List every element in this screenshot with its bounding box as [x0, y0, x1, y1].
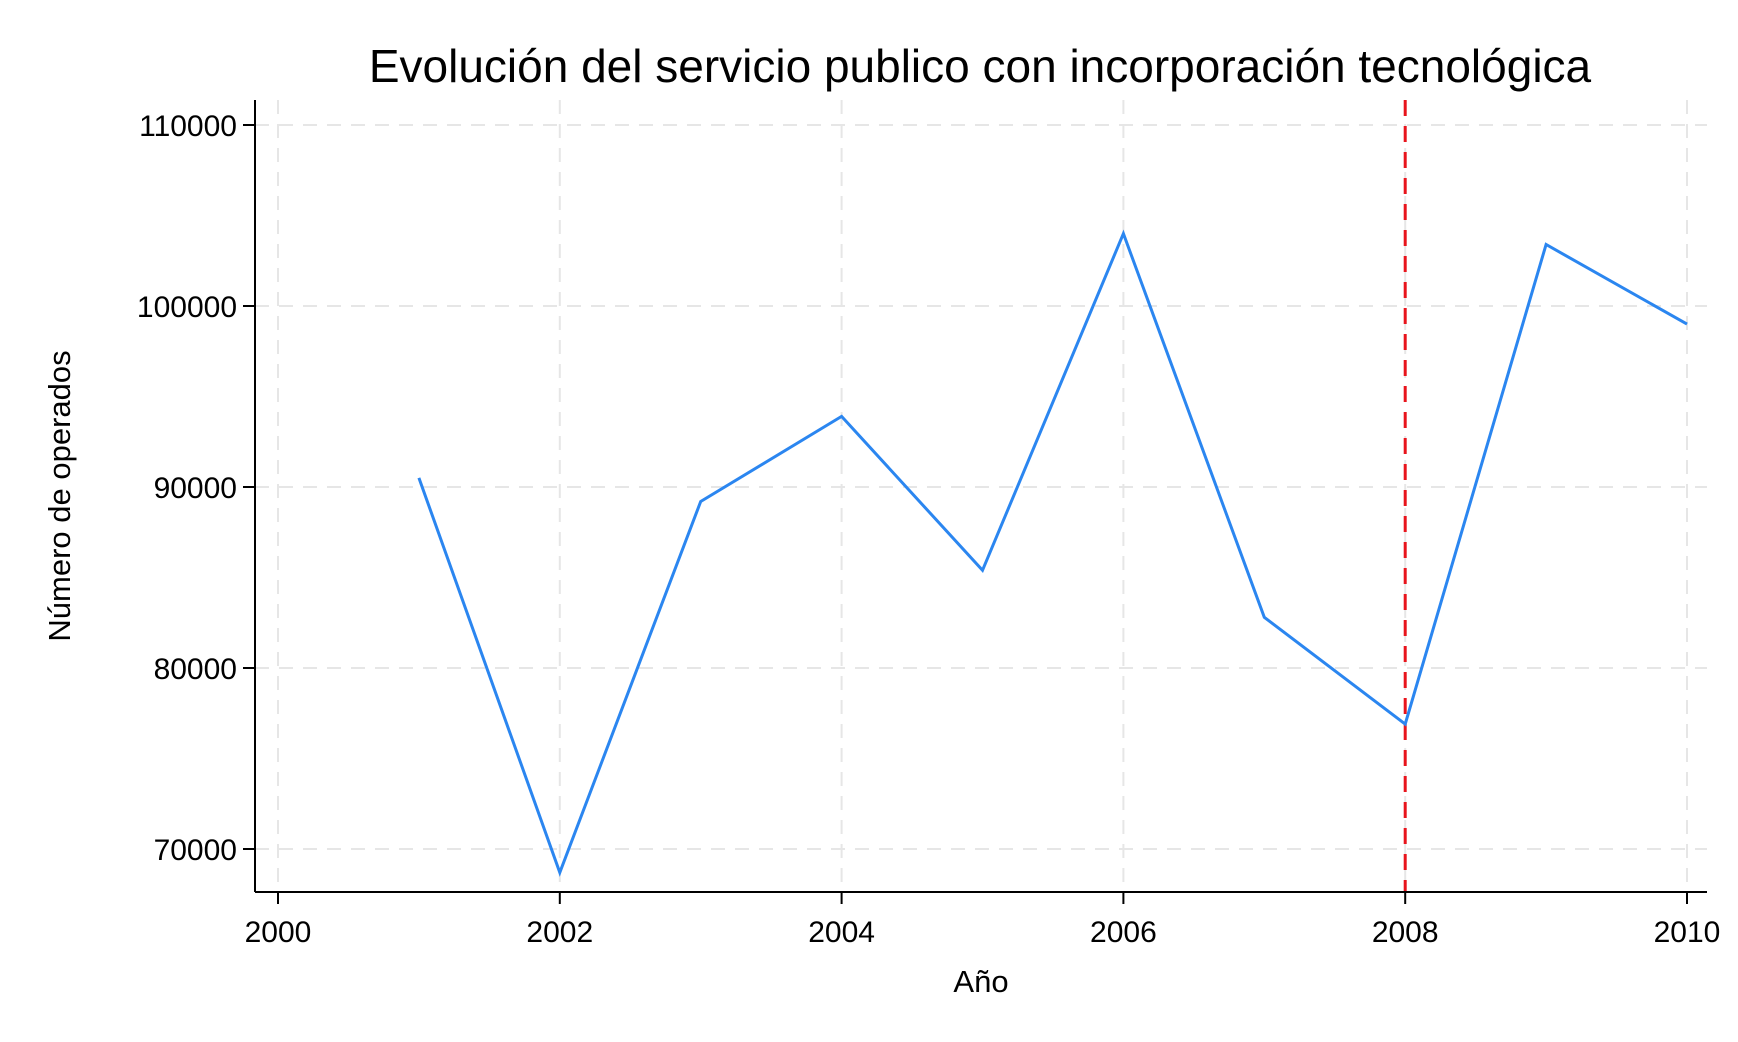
y-tick-label-90000: 90000: [154, 472, 237, 505]
axes: [254, 100, 1707, 893]
x-axis-ticks: 2000 2002 2004 2006 2008 2010: [245, 892, 1721, 949]
y-tick-label-110000: 110000: [139, 110, 237, 143]
grid-lines: [255, 100, 1707, 892]
x-tick-label-2006: 2006: [1090, 916, 1157, 949]
y-tick-label-80000: 80000: [154, 653, 237, 686]
series-line-0: [417, 229, 1688, 877]
x-tick-label-2000: 2000: [245, 916, 312, 949]
x-tick-label-2008: 2008: [1372, 916, 1439, 949]
series-layer: [417, 229, 1688, 877]
x-axis-label: Año: [953, 964, 1008, 999]
y-axis-label: Número de operados: [42, 350, 77, 641]
x-tick-label-2010: 2010: [1654, 916, 1721, 949]
y-tick-label-100000: 100000: [137, 291, 237, 324]
y-axis-ticks: 70000 80000 90000 100000 110000: [137, 110, 255, 867]
y-tick-label-70000: 70000: [154, 834, 237, 867]
x-tick-label-2004: 2004: [808, 916, 875, 949]
x-tick-label-2002: 2002: [526, 916, 593, 949]
chart-title: Evolución del servicio publico con incor…: [369, 40, 1592, 92]
